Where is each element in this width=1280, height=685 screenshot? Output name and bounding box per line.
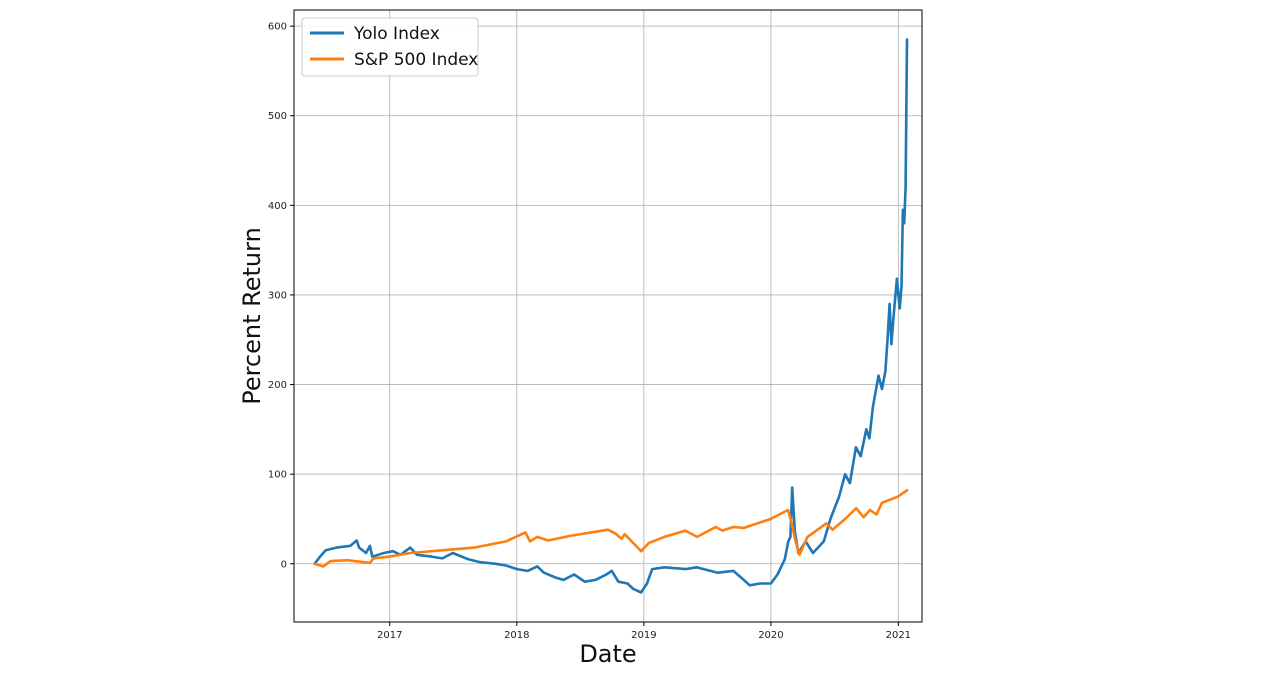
x-tick-label: 2017 — [377, 630, 402, 641]
x-axis-ticks: 2017 2018 2019 2020 2021 — [377, 622, 911, 641]
x-axis-label: Date — [579, 640, 636, 668]
series-line-1 — [313, 488, 909, 568]
plot-area-frame — [293, 9, 923, 623]
x-tick-label: 2018 — [504, 630, 529, 641]
series-line-0 — [313, 38, 909, 594]
y-tick-label: 500 — [268, 111, 287, 122]
y-tick-label: 600 — [268, 22, 287, 33]
x-tick-label: 2020 — [758, 630, 783, 641]
legend-label: S&P 500 Index — [354, 50, 478, 70]
x-tick-label: 2021 — [886, 630, 911, 641]
grid-lines — [294, 10, 922, 622]
x-tick-label: 2019 — [631, 630, 656, 641]
legend-label: Yolo Index — [353, 24, 440, 44]
y-tick-label: 300 — [268, 290, 287, 301]
legend: Yolo Index S&P 500 Index — [301, 17, 479, 77]
y-tick-label: 0 — [281, 559, 287, 570]
series-lines — [313, 38, 909, 594]
y-tick-label: 400 — [268, 201, 287, 212]
y-axis-ticks: 0 100 200 300 400 500 600 — [268, 22, 294, 570]
legend-box — [301, 17, 479, 77]
y-tick-label: 200 — [268, 380, 287, 391]
y-axis-label: Percent Return — [238, 227, 266, 405]
y-tick-label: 100 — [268, 470, 287, 481]
